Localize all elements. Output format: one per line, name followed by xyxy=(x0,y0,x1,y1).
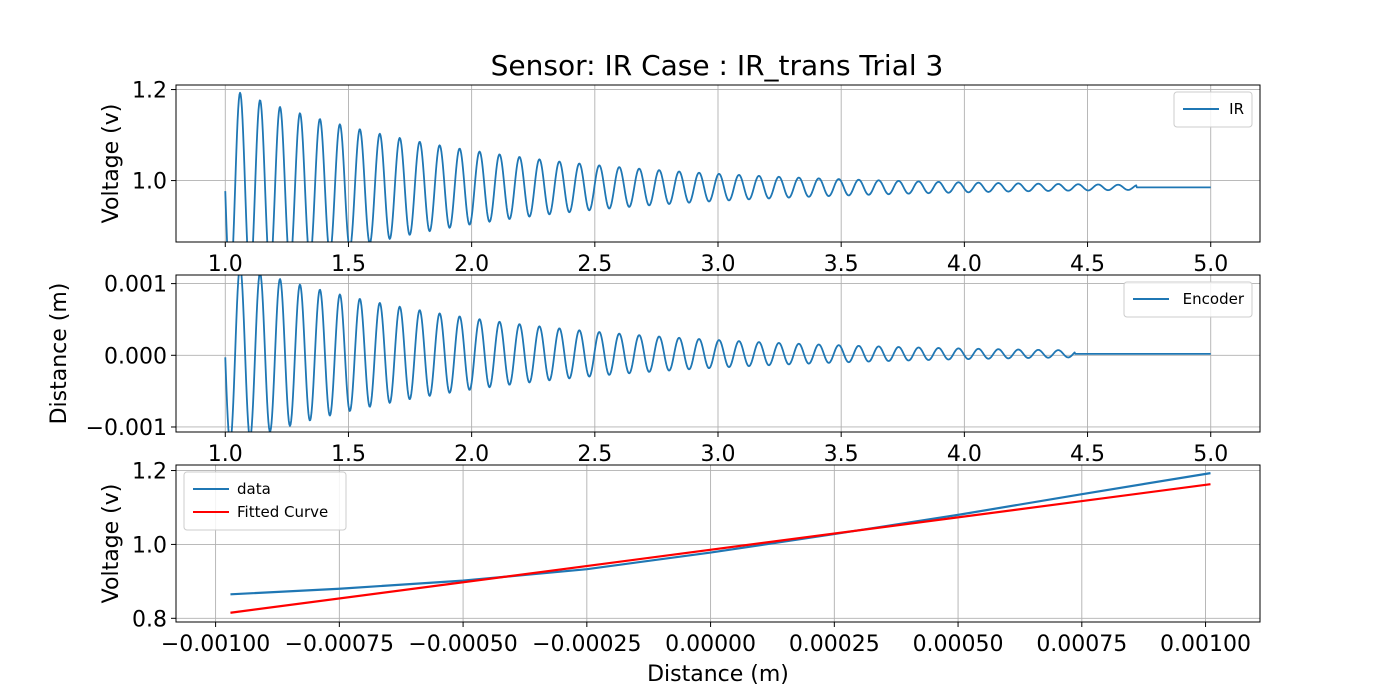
legend: Encoder xyxy=(1123,281,1253,318)
x-tick-label: 1.5 xyxy=(331,442,366,467)
x-tick-label: 3.0 xyxy=(701,252,736,277)
y-tick-label: 1.2 xyxy=(132,79,167,104)
y-tick-label: 1.0 xyxy=(132,170,167,195)
x-tick-label: 0.00075 xyxy=(1036,632,1127,657)
x-tick-label: 5.0 xyxy=(1193,252,1228,277)
x-tick-label: 4.5 xyxy=(1070,252,1105,277)
legend: data Fitted Curve xyxy=(183,471,347,531)
x-axis-label: Distance (m) xyxy=(647,662,789,687)
x-tick-label: 1.0 xyxy=(208,442,243,467)
x-tick-label: 1.5 xyxy=(331,252,366,277)
x-tick-label: 4.5 xyxy=(1070,442,1105,467)
y-axis-label: Voltage (v) xyxy=(99,484,124,604)
series-line-ir xyxy=(224,91,1212,242)
x-tick-label: −0.00050 xyxy=(408,632,517,657)
x-tick-label: 3.5 xyxy=(824,442,859,467)
legend-box xyxy=(183,471,347,531)
x-tick-label: 3.5 xyxy=(824,252,859,277)
legend-label: Fitted Curve xyxy=(237,503,328,521)
x-tick-label: 3.0 xyxy=(701,442,736,467)
voltage-vs-distance-axes: −0.00100 −0.00075 −0.00050 −0.00025 0.00000 0… xyxy=(99,460,1261,687)
x-tick-label: 5.0 xyxy=(1193,442,1228,467)
y-tick-label: 0.001 xyxy=(104,273,167,298)
x-tick-label: 2.5 xyxy=(577,442,612,467)
x-tick-label: 0.00100 xyxy=(1160,632,1251,657)
x-tick-label: 0.00000 xyxy=(665,632,756,657)
y-axis-label: Distance (m) xyxy=(47,283,72,425)
legend-label: IR xyxy=(1229,100,1244,118)
x-tick-label: −0.00100 xyxy=(161,632,270,657)
x-tick-label: 2.0 xyxy=(454,442,489,467)
y-axis-label: Voltage (v) xyxy=(99,104,124,224)
x-tick-label: 4.0 xyxy=(947,252,982,277)
legend-label: data xyxy=(237,480,271,498)
x-tick-label: −0.00075 xyxy=(285,632,394,657)
x-tick-label: 2.5 xyxy=(577,252,612,277)
x-tick-label: 0.00025 xyxy=(789,632,880,657)
x-tick-label: 2.0 xyxy=(454,252,489,277)
series-line-fitted-curve xyxy=(230,483,1211,614)
y-tick-label: −0.001 xyxy=(86,416,167,441)
axes-frame xyxy=(175,464,1261,623)
legend-label: Encoder xyxy=(1183,290,1245,308)
y-tick-label: 1.2 xyxy=(132,460,167,485)
figure-title: Sensor: IR Case : IR_trans Trial 3 xyxy=(491,49,944,82)
x-tick-label: 0.00050 xyxy=(913,632,1004,657)
encoder-distance-axes: 1.0 1.5 2.0 2.5 3.0 3.5 4.0 4.5 5.0 −0.001 0.000 0.… xyxy=(47,273,1261,467)
series-line-data xyxy=(230,472,1211,596)
x-tick-label: 4.0 xyxy=(947,442,982,467)
x-tick-label: −0.00025 xyxy=(532,632,641,657)
y-tick-label: 0.000 xyxy=(104,344,167,369)
y-tick-label: 0.8 xyxy=(132,607,167,632)
series-line-encoder xyxy=(224,275,1212,432)
legend-box xyxy=(1123,281,1253,318)
x-tick-label: 1.0 xyxy=(208,252,243,277)
y-tick-label: 1.0 xyxy=(132,533,167,558)
legend: IR xyxy=(1173,91,1253,128)
ir-voltage-axes: 1.0 1.5 2.0 2.5 3.0 3.5 4.0 4.5 5.0 1.0 1.2 Voltage… xyxy=(99,79,1261,277)
